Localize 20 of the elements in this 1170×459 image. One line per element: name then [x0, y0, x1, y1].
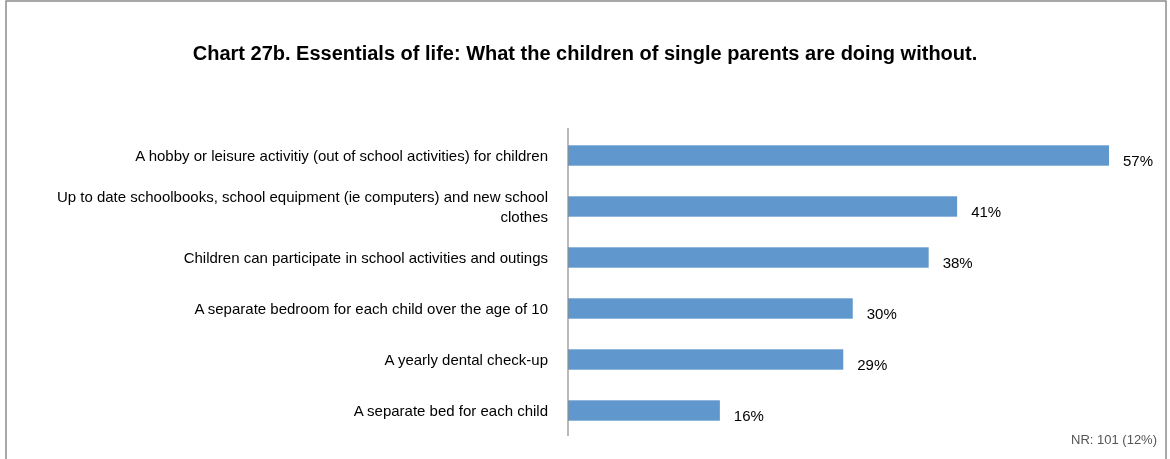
- data-label: 38%: [942, 253, 973, 271]
- data-label: 30%: [866, 304, 897, 322]
- data-label: 41%: [971, 202, 1002, 220]
- annotation: NR: 101 (12%): [1071, 432, 1157, 447]
- bar: [568, 196, 958, 217]
- bar: [568, 298, 853, 319]
- bar: [568, 349, 844, 370]
- bar: [568, 400, 720, 421]
- bar: [568, 247, 929, 268]
- data-label: 29%: [857, 355, 888, 373]
- y-tick-label: A separate bedroom for each child over the age of 10: [194, 299, 548, 317]
- y-tick-label: Up to date schoolbooks, school equipment (ie computers) and new school clothes: [56, 187, 548, 225]
- data-label: 16%: [733, 406, 764, 424]
- y-tick-label: A separate bed for each child: [353, 401, 548, 419]
- data-label: 57%: [1123, 151, 1154, 169]
- y-tick-label: A yearly dental check-up: [384, 350, 548, 368]
- y-tick-label: Children can participate in school activities and outings: [183, 248, 548, 266]
- y-tick-label: A hobby or leisure activitiy (out of school activities) for children: [135, 146, 548, 164]
- chart-title: Chart 27b. Essentials of life: What the children of single parents are doing without.: [192, 42, 978, 64]
- bar: [568, 145, 1109, 166]
